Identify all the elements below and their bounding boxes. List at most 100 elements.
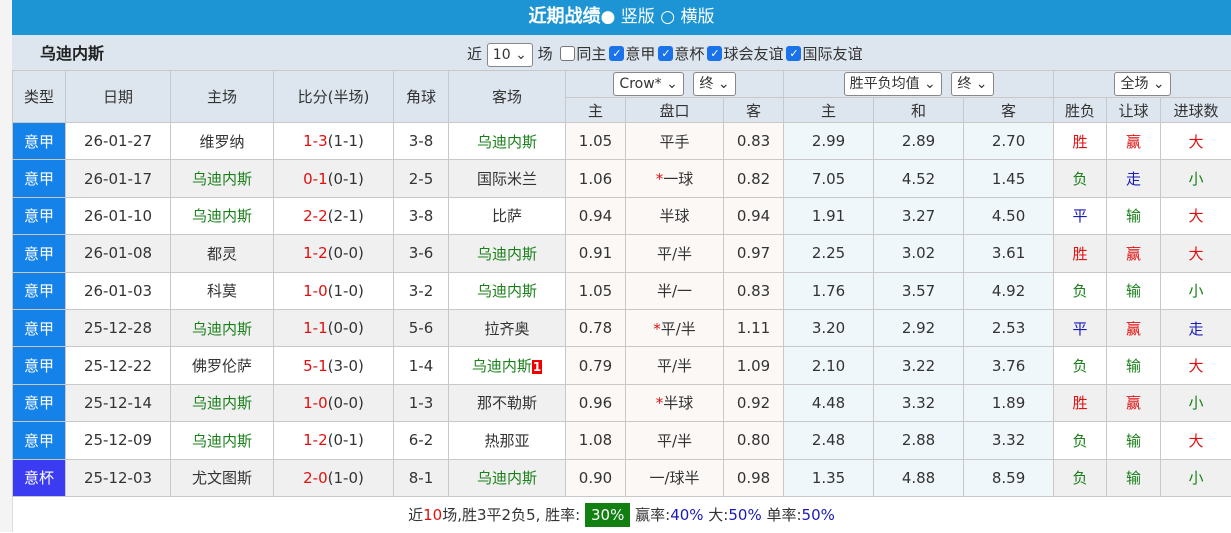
filter-checkbox-label[interactable]: 球会友谊 [723, 45, 783, 63]
filter-checkbox[interactable]: ✓ [658, 46, 673, 61]
asian-odds-header: Crow* ⌄ 终 ⌄ [566, 71, 784, 98]
table-row[interactable]: 意甲 26-01-08 都灵 1-2(0-0) 3-6 乌迪内斯 0.91 平/… [13, 235, 1231, 272]
away-team-name[interactable]: 拉齐奥 [484, 320, 529, 338]
home-team[interactable]: 尤文图斯 [171, 459, 274, 496]
away-team[interactable]: 乌迪内斯1 [449, 347, 566, 384]
away-team-name[interactable]: 热那亚 [484, 432, 529, 450]
company-select[interactable]: Crow* ⌄ [613, 72, 683, 96]
away-team-name[interactable]: 乌迪内斯 [477, 245, 537, 263]
full-score: 2-2 [303, 207, 328, 225]
away-team[interactable]: 乌迪内斯 [449, 235, 566, 272]
filter-checkbox-label[interactable]: 意杯 [674, 45, 704, 63]
avg-select[interactable]: 胜平负均值 ⌄ [844, 72, 942, 96]
eu-stage-select[interactable]: 终 ⌄ [951, 72, 993, 96]
away-team-name[interactable]: 乌迪内斯 [477, 133, 537, 151]
handicap-result: 赢 [1107, 235, 1161, 272]
away-team[interactable]: 比萨 [449, 197, 566, 234]
full-score: 1-0 [303, 394, 328, 412]
away-team[interactable]: 乌迪内斯 [449, 123, 566, 160]
match-count-select[interactable]: 10 ⌄ [487, 43, 533, 67]
away-team[interactable]: 那不勒斯 [449, 384, 566, 421]
subcol-header: 主 [566, 98, 626, 123]
handicap-result: 输 [1107, 459, 1161, 496]
away-team[interactable]: 拉齐奥 [449, 309, 566, 346]
table-row[interactable]: 意甲 25-12-09 乌迪内斯 1-2(0-1) 6-2 热那亚 1.08 平… [13, 422, 1231, 459]
radio-vertical[interactable]: ● [601, 7, 621, 27]
label-vertical[interactable]: 竖版 [621, 7, 655, 27]
ah-away-odds: 1.09 [724, 347, 784, 384]
filter-checkbox[interactable]: ✓ [786, 46, 801, 61]
result: 负 [1054, 422, 1107, 459]
subcol-header: 客 [724, 98, 784, 123]
table-row[interactable]: 意甲 26-01-17 乌迪内斯 0-1(0-1) 2-5 国际米兰 1.06 … [13, 160, 1231, 197]
filter-checkbox-label[interactable]: 国际友谊 [802, 45, 862, 63]
ah-stage-select[interactable]: 终 ⌄ [693, 72, 735, 96]
away-team-name[interactable]: 比萨 [492, 207, 522, 225]
home-team-name[interactable]: 都灵 [207, 245, 237, 263]
away-team[interactable]: 乌迪内斯 [449, 459, 566, 496]
table-row[interactable]: 意甲 25-12-14 乌迪内斯 1-0(0-0) 1-3 那不勒斯 0.96 … [13, 384, 1231, 421]
half-score: (1-1) [328, 132, 364, 150]
away-team[interactable]: 热那亚 [449, 422, 566, 459]
match-type: 意甲 [13, 347, 66, 384]
home-team-name[interactable]: 乌迪内斯 [192, 394, 252, 412]
goals-result: 大 [1161, 347, 1231, 384]
star-icon: * [653, 320, 661, 338]
home-team[interactable]: 科莫 [171, 272, 274, 309]
away-team-name[interactable]: 国际米兰 [477, 170, 537, 188]
ah-line-value: 半球 [663, 394, 693, 412]
eu-draw-odds: 2.89 [874, 123, 964, 160]
home-team[interactable]: 乌迪内斯 [171, 422, 274, 459]
home-team-name[interactable]: 尤文图斯 [192, 469, 252, 487]
eu-win-odds: 1.35 [784, 459, 874, 496]
result: 负 [1054, 272, 1107, 309]
summary-text: 单率: [762, 506, 802, 524]
table-row[interactable]: 意甲 25-12-22 佛罗伦萨 5-1(3-0) 1-4 乌迪内斯1 0.79… [13, 347, 1231, 384]
table-row[interactable]: 意甲 26-01-10 乌迪内斯 2-2(2-1) 3-8 比萨 0.94 半球… [13, 197, 1231, 234]
filter-checkbox[interactable] [560, 46, 575, 61]
away-team-name[interactable]: 乌迪内斯 [477, 469, 537, 487]
home-team[interactable]: 维罗纳 [171, 123, 274, 160]
home-team[interactable]: 乌迪内斯 [171, 197, 274, 234]
corners: 1-3 [394, 384, 449, 421]
away-team-name[interactable]: 乌迪内斯 [472, 357, 532, 375]
home-team-name[interactable]: 乌迪内斯 [192, 207, 252, 225]
home-team-name[interactable]: 佛罗伦萨 [192, 357, 252, 375]
away-team-name[interactable]: 乌迪内斯 [477, 282, 537, 300]
eu-loss-odds: 2.53 [964, 309, 1054, 346]
radio-horizontal[interactable]: ○ [660, 7, 680, 27]
table-row[interactable]: 意杯 25-12-03 尤文图斯 2-0(1-0) 8-1 乌迪内斯 0.90 … [13, 459, 1231, 496]
away-team[interactable]: 国际米兰 [449, 160, 566, 197]
eu-loss-odds: 4.92 [964, 272, 1054, 309]
half-score: (0-0) [328, 319, 364, 337]
ah-line: 一/球半 [626, 459, 724, 496]
ah-home-odds: 1.05 [566, 272, 626, 309]
filter-checkbox-label[interactable]: 意甲 [625, 45, 655, 63]
filter-checkbox[interactable]: ✓ [609, 46, 624, 61]
ah-away-odds: 0.83 [724, 272, 784, 309]
eu-draw-odds: 4.88 [874, 459, 964, 496]
label-horizontal[interactable]: 横版 [680, 7, 714, 27]
eu-win-odds: 3.20 [784, 309, 874, 346]
table-row[interactable]: 意甲 26-01-27 维罗纳 1-3(1-1) 3-8 乌迪内斯 1.05 平… [13, 123, 1231, 160]
home-team[interactable]: 佛罗伦萨 [171, 347, 274, 384]
period-select[interactable]: 全场 ⌄ [1114, 72, 1170, 96]
table-row[interactable]: 意甲 25-12-28 乌迪内斯 1-1(0-0) 5-6 拉齐奥 0.78 *… [13, 309, 1231, 346]
home-team-name[interactable]: 科莫 [207, 282, 237, 300]
match-type: 意甲 [13, 384, 66, 421]
eu-win-odds: 2.10 [784, 347, 874, 384]
home-team-name[interactable]: 乌迪内斯 [192, 320, 252, 338]
col-corner: 角球 [394, 71, 449, 123]
filter-checkbox[interactable]: ✓ [707, 46, 722, 61]
home-team[interactable]: 乌迪内斯 [171, 309, 274, 346]
home-team[interactable]: 都灵 [171, 235, 274, 272]
table-row[interactable]: 意甲 26-01-03 科莫 1-0(1-0) 3-2 乌迪内斯 1.05 半/… [13, 272, 1231, 309]
home-team-name[interactable]: 维罗纳 [199, 133, 244, 151]
home-team[interactable]: 乌迪内斯 [171, 384, 274, 421]
home-team-name[interactable]: 乌迪内斯 [192, 170, 252, 188]
filter-checkbox-label[interactable]: 同主 [576, 45, 606, 63]
away-team-name[interactable]: 那不勒斯 [477, 394, 537, 412]
home-team-name[interactable]: 乌迪内斯 [192, 432, 252, 450]
away-team[interactable]: 乌迪内斯 [449, 272, 566, 309]
home-team[interactable]: 乌迪内斯 [171, 160, 274, 197]
